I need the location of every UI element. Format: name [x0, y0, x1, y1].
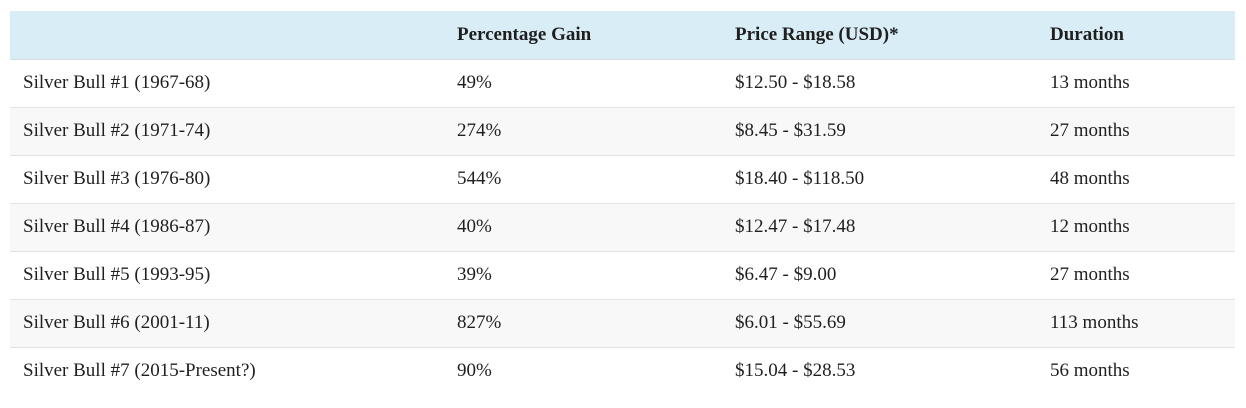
percentage-gain-cell: 90% [457, 360, 492, 382]
header-cell-duration: Duration [1037, 11, 1235, 60]
percentage-gain-cell: 40% [457, 216, 492, 237]
header-row: Percentage Gain Price Range (USD)* Durat… [10, 11, 1235, 60]
table-body: Silver Bull #1 (1967-68) 49% $12.50 - $1… [10, 59, 1235, 395]
duration-cell: 27 months [1050, 264, 1130, 285]
price-range-cell: $6.01 - $55.69 [735, 312, 846, 333]
bull-name-cell: Silver Bull #3 (1976-80) [23, 168, 211, 189]
table-row: Silver Bull #6 (2001-11) 827% $6.01 - $5… [10, 299, 1235, 347]
price-range-cell: $12.47 - $17.48 [735, 216, 856, 237]
table-header: Percentage Gain Price Range (USD)* Durat… [10, 11, 1235, 60]
table-row: Silver Bull #2 (1971-74) 274% $8.45 - $3… [10, 107, 1235, 155]
percentage-gain-cell: 49% [457, 72, 492, 93]
duration-cell: 13 months [1050, 72, 1130, 93]
price-range-cell: $8.45 - $31.59 [735, 120, 846, 141]
bull-name-cell: Silver Bull #6 (2001-11) [23, 312, 210, 333]
bull-name-cell: Silver Bull #4 (1986-87) [23, 216, 211, 237]
silver-bulls-table: Percentage Gain Price Range (USD)* Durat… [10, 11, 1235, 395]
price-range-cell: $6.47 - $9.00 [735, 264, 837, 285]
duration-cell: 113 months [1050, 312, 1139, 333]
header-cell-price-range: Price Range (USD)* [722, 11, 1037, 60]
bull-name-cell: Silver Bull #2 (1971-74) [23, 120, 211, 141]
percentage-gain-cell: 544% [457, 168, 502, 189]
table-row: Silver Bull #4 (1986-87) 40% $12.47 - $1… [10, 203, 1235, 251]
silver-bulls-table-container: Percentage Gain Price Range (USD)* Durat… [10, 11, 1235, 395]
duration-cell: 48 months [1050, 168, 1130, 189]
header-cell-name [10, 11, 444, 60]
table-row: Silver Bull #3 (1976-80) 544% $18.40 - $… [10, 155, 1235, 203]
percentage-gain-cell: 274% [457, 120, 502, 141]
percentage-gain-cell: 827% [457, 312, 502, 333]
bull-name-cell: Silver Bull #7 (2015-Present?) [23, 360, 256, 382]
table-row: Silver Bull #7 (2015-Present?) 90% $15.0… [10, 347, 1235, 395]
percentage-gain-cell: 39% [457, 264, 492, 285]
price-range-cell: $18.40 - $118.50 [735, 168, 865, 189]
bull-name-cell: Silver Bull #5 (1993-95) [23, 264, 211, 285]
duration-cell: 12 months [1050, 216, 1130, 237]
price-range-cell: $12.50 - $18.58 [735, 72, 856, 93]
bull-name-cell: Silver Bull #1 (1967-68) [23, 72, 211, 93]
duration-cell: 56 months [1050, 360, 1130, 382]
duration-cell: 27 months [1050, 120, 1130, 141]
table-row: Silver Bull #5 (1993-95) 39% $6.47 - $9.… [10, 251, 1235, 299]
header-cell-percentage-gain: Percentage Gain [444, 11, 722, 60]
table-row: Silver Bull #1 (1967-68) 49% $12.50 - $1… [10, 59, 1235, 107]
price-range-cell: $15.04 - $28.53 [735, 360, 856, 382]
